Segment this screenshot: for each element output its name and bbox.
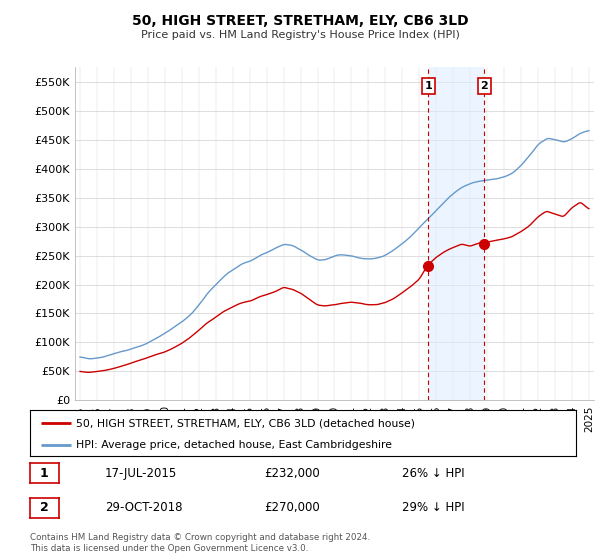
Text: £232,000: £232,000 bbox=[264, 466, 320, 480]
Text: 29% ↓ HPI: 29% ↓ HPI bbox=[402, 501, 464, 515]
Text: £270,000: £270,000 bbox=[264, 501, 320, 515]
Text: 1: 1 bbox=[40, 466, 49, 480]
Text: 2: 2 bbox=[40, 501, 49, 515]
Text: 26% ↓ HPI: 26% ↓ HPI bbox=[402, 466, 464, 480]
Text: 50, HIGH STREET, STRETHAM, ELY, CB6 3LD (detached house): 50, HIGH STREET, STRETHAM, ELY, CB6 3LD … bbox=[76, 418, 415, 428]
Text: Price paid vs. HM Land Registry's House Price Index (HPI): Price paid vs. HM Land Registry's House … bbox=[140, 30, 460, 40]
Text: 50, HIGH STREET, STRETHAM, ELY, CB6 3LD: 50, HIGH STREET, STRETHAM, ELY, CB6 3LD bbox=[131, 14, 469, 28]
Text: 2: 2 bbox=[481, 81, 488, 91]
Text: Contains HM Land Registry data © Crown copyright and database right 2024.
This d: Contains HM Land Registry data © Crown c… bbox=[30, 533, 370, 553]
Text: 29-OCT-2018: 29-OCT-2018 bbox=[105, 501, 182, 515]
Text: HPI: Average price, detached house, East Cambridgeshire: HPI: Average price, detached house, East… bbox=[76, 440, 392, 450]
Text: 1: 1 bbox=[425, 81, 433, 91]
Text: 17-JUL-2015: 17-JUL-2015 bbox=[105, 466, 177, 480]
